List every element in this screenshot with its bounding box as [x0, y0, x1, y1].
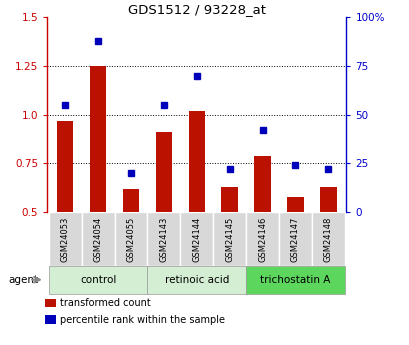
Text: GSM24054: GSM24054	[93, 216, 102, 262]
Bar	[90, 66, 106, 212]
Bar	[311, 212, 344, 266]
Bar	[254, 156, 270, 212]
Text: GSM24148: GSM24148	[323, 216, 332, 262]
Bar	[245, 212, 279, 266]
Text: transformed count: transformed count	[61, 298, 151, 308]
Bar	[123, 189, 139, 212]
Bar	[114, 212, 147, 266]
Title: GDS1512 / 93228_at: GDS1512 / 93228_at	[128, 3, 265, 16]
Text: agent: agent	[9, 275, 38, 285]
Bar	[57, 120, 73, 212]
Text: control: control	[80, 275, 116, 285]
Bar	[45, 299, 56, 307]
Text: GSM24147: GSM24147	[290, 216, 299, 262]
Bar	[155, 132, 172, 212]
Bar	[49, 212, 81, 266]
Bar	[213, 212, 245, 266]
Bar	[245, 266, 344, 294]
Text: GSM24144: GSM24144	[192, 216, 201, 262]
Text: GSM24055: GSM24055	[126, 216, 135, 262]
Bar	[319, 187, 336, 212]
Text: GSM24143: GSM24143	[159, 216, 168, 262]
Bar	[221, 187, 237, 212]
Bar	[287, 197, 303, 212]
Bar	[180, 212, 213, 266]
Bar	[81, 212, 114, 266]
Bar	[147, 212, 180, 266]
Bar	[45, 315, 56, 324]
Text: trichostatin A: trichostatin A	[260, 275, 330, 285]
Bar	[147, 266, 245, 294]
Text: GSM24145: GSM24145	[225, 216, 234, 262]
Bar	[49, 266, 147, 294]
Bar	[188, 111, 204, 212]
Bar	[279, 212, 311, 266]
Text: GSM24053: GSM24053	[61, 216, 70, 262]
Text: GSM24146: GSM24146	[257, 216, 266, 262]
Text: percentile rank within the sample: percentile rank within the sample	[61, 315, 225, 325]
Text: retinoic acid: retinoic acid	[164, 275, 229, 285]
